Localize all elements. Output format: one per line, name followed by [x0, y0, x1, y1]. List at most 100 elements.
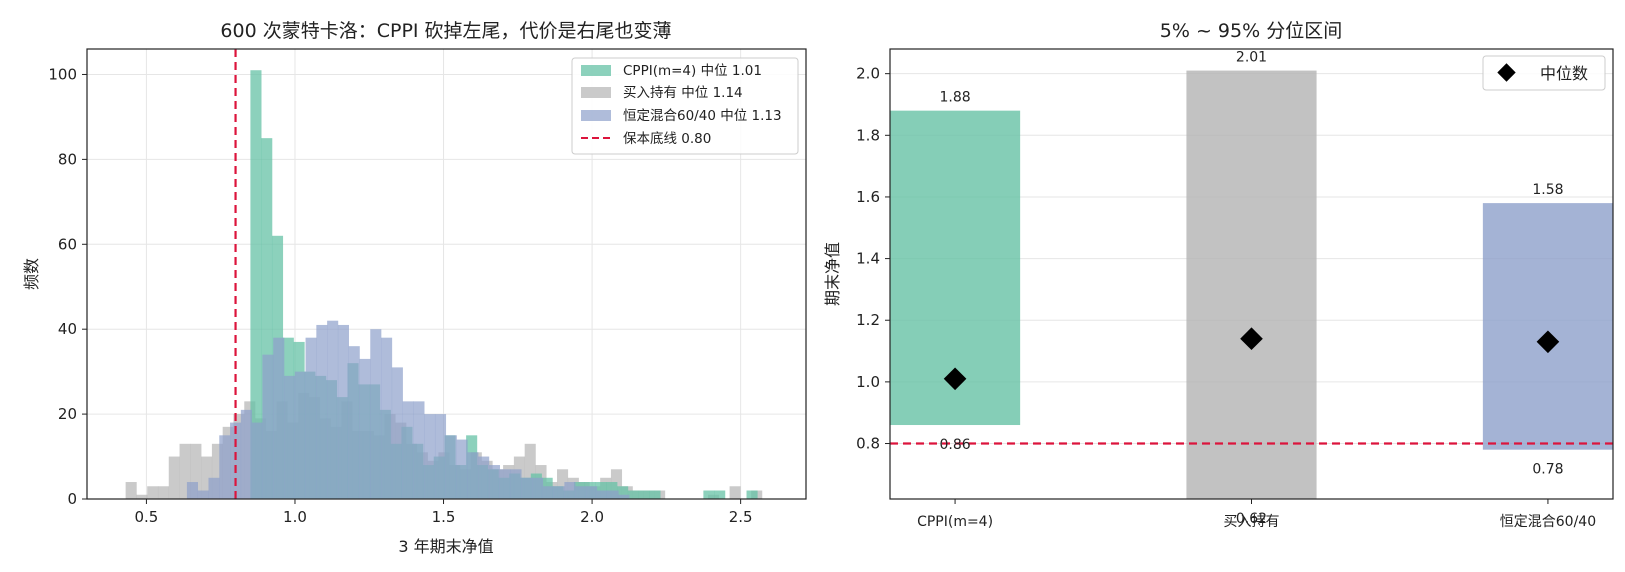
histogram-legend-frame	[571, 57, 799, 155]
range-y-tick-label: 2.0	[856, 65, 880, 83]
histogram-series-cm	[186, 320, 630, 499]
histogram-x-tick-label: 2.0	[580, 508, 604, 526]
histogram-bar	[348, 346, 360, 499]
histogram-bar	[211, 443, 223, 499]
histogram-bar	[179, 443, 191, 499]
range-x-tick-label: 买入持有	[1224, 514, 1280, 530]
range-y-label: 期末净值	[823, 242, 842, 306]
range-panel: 1.88 0.86 2.01 0.62 1.58 0.78 CPPI(m=4) 买入持有 恒定…	[823, 20, 1614, 530]
histogram-bar	[596, 490, 608, 499]
histogram-bar	[201, 456, 213, 499]
histogram-bar	[524, 443, 536, 499]
histogram-bar	[157, 486, 170, 499]
range-y-tick-label: 1.6	[856, 188, 880, 206]
legend-swatch-buy-hold	[581, 87, 611, 98]
histogram-bar	[714, 490, 726, 499]
histogram-bar	[521, 477, 533, 499]
histogram-bar	[261, 138, 273, 499]
histogram-bar	[283, 375, 296, 499]
histogram-y-tick-label: 20	[58, 405, 77, 423]
range-p5-label: 0.62	[1236, 511, 1267, 527]
histogram-bar	[607, 490, 619, 499]
histogram-bar	[136, 494, 148, 499]
histogram-bar	[186, 482, 199, 499]
range-x-ticks: CPPI(m=4) 买入持有 恒定混合60/40	[917, 499, 1596, 530]
range-legend-frame	[1482, 55, 1606, 91]
histogram-bar	[190, 443, 202, 499]
histogram-x-ticks: 0.5 1.0 1.5 2.0 2.5	[134, 499, 753, 526]
histogram-bar	[370, 329, 382, 499]
histogram-bar	[273, 337, 285, 499]
histogram-bar	[510, 469, 522, 499]
range-value-labels: 1.88 0.86 2.01 0.62 1.58 0.78	[939, 50, 1563, 527]
histogram-legend: CPPI(m=4) 中位 1.01 买入持有 中位 1.14 恒定混合60/40…	[571, 57, 799, 155]
legend-median-marker	[1497, 63, 1516, 82]
histogram-bar	[381, 337, 393, 499]
range-y-ticks: 0.8 1.0 1.2 1.4 1.6 1.8 2.0	[856, 65, 890, 453]
range-bars	[890, 70, 1613, 499]
range-bar	[1186, 70, 1317, 499]
range-median-marker	[943, 367, 967, 391]
histogram-bar	[337, 324, 349, 499]
histogram-x-tick-label: 1.5	[432, 508, 456, 526]
histogram-bar	[532, 477, 544, 499]
histogram-bar	[575, 486, 587, 499]
histogram-x-tick-label: 1.0	[283, 508, 307, 526]
histogram-panel: 0.5 1.0 1.5 2.0 2.5 0 20 40 60 80 100 600 次蒙特卡洛：C…	[22, 20, 807, 556]
legend-swatch-constant-mix	[581, 110, 611, 121]
histogram-y-tick-label: 80	[58, 150, 77, 168]
range-y-tick-label: 1.2	[856, 311, 880, 329]
histogram-bar	[316, 324, 328, 499]
histogram-bar	[564, 482, 576, 499]
histogram-x-label: 3 年期末净值	[398, 537, 493, 556]
histogram-bar	[305, 337, 317, 499]
legend-label-median: 中位数	[1540, 64, 1588, 83]
histogram-bar	[391, 367, 403, 499]
histogram-bar	[251, 422, 263, 499]
histogram-bar	[424, 414, 436, 499]
legend-label-floor: 保本底线 0.80	[623, 131, 711, 147]
histogram-bar	[627, 490, 639, 499]
histogram-bar	[618, 494, 630, 499]
histogram-bar	[478, 456, 490, 499]
histogram-y-tick-label: 100	[48, 65, 77, 83]
histogram-bar	[649, 490, 661, 499]
range-p5-label: 0.86	[939, 437, 970, 453]
legend-label-cppi: CPPI(m=4) 中位 1.01	[623, 63, 762, 79]
histogram-bar	[703, 490, 715, 499]
range-y-tick-label: 0.8	[856, 435, 880, 453]
histogram-bar	[208, 477, 220, 499]
histogram-y-ticks: 0 20 40 60 80 100	[48, 65, 87, 508]
histogram-bar	[467, 452, 479, 499]
histogram-bar	[147, 486, 159, 499]
histogram-x-tick-label: 0.5	[134, 508, 158, 526]
histogram-y-tick-label: 40	[58, 320, 77, 338]
histogram-bar	[230, 422, 242, 499]
histogram-bar	[250, 70, 262, 500]
histogram-bar	[488, 465, 500, 499]
histogram-x-tick-label: 2.5	[729, 508, 753, 526]
histogram-y-label: 频数	[22, 258, 41, 290]
legend-swatch-cppi	[581, 65, 611, 76]
histogram-bar	[499, 469, 511, 499]
histogram-bar	[294, 371, 306, 499]
histogram-bar	[125, 482, 137, 499]
histogram-bar	[617, 486, 629, 499]
histogram-bar	[585, 486, 598, 499]
histogram-bar	[413, 401, 425, 499]
histogram-bar	[327, 320, 339, 499]
histogram-bar	[168, 456, 180, 499]
range-p95-label: 2.01	[1236, 50, 1267, 66]
histogram-bar	[445, 435, 457, 499]
range-median-markers	[943, 327, 1560, 391]
histogram-y-tick-label: 60	[58, 235, 77, 253]
range-p95-label: 1.58	[1532, 182, 1563, 198]
histogram-bar	[557, 469, 569, 499]
range-median-marker	[1240, 327, 1263, 351]
histogram-bar	[240, 409, 252, 499]
histogram-bar	[638, 490, 650, 499]
range-y-tick-label: 1.4	[856, 250, 880, 268]
histogram-bar	[359, 358, 371, 499]
range-p5-label: 0.78	[1532, 462, 1563, 478]
